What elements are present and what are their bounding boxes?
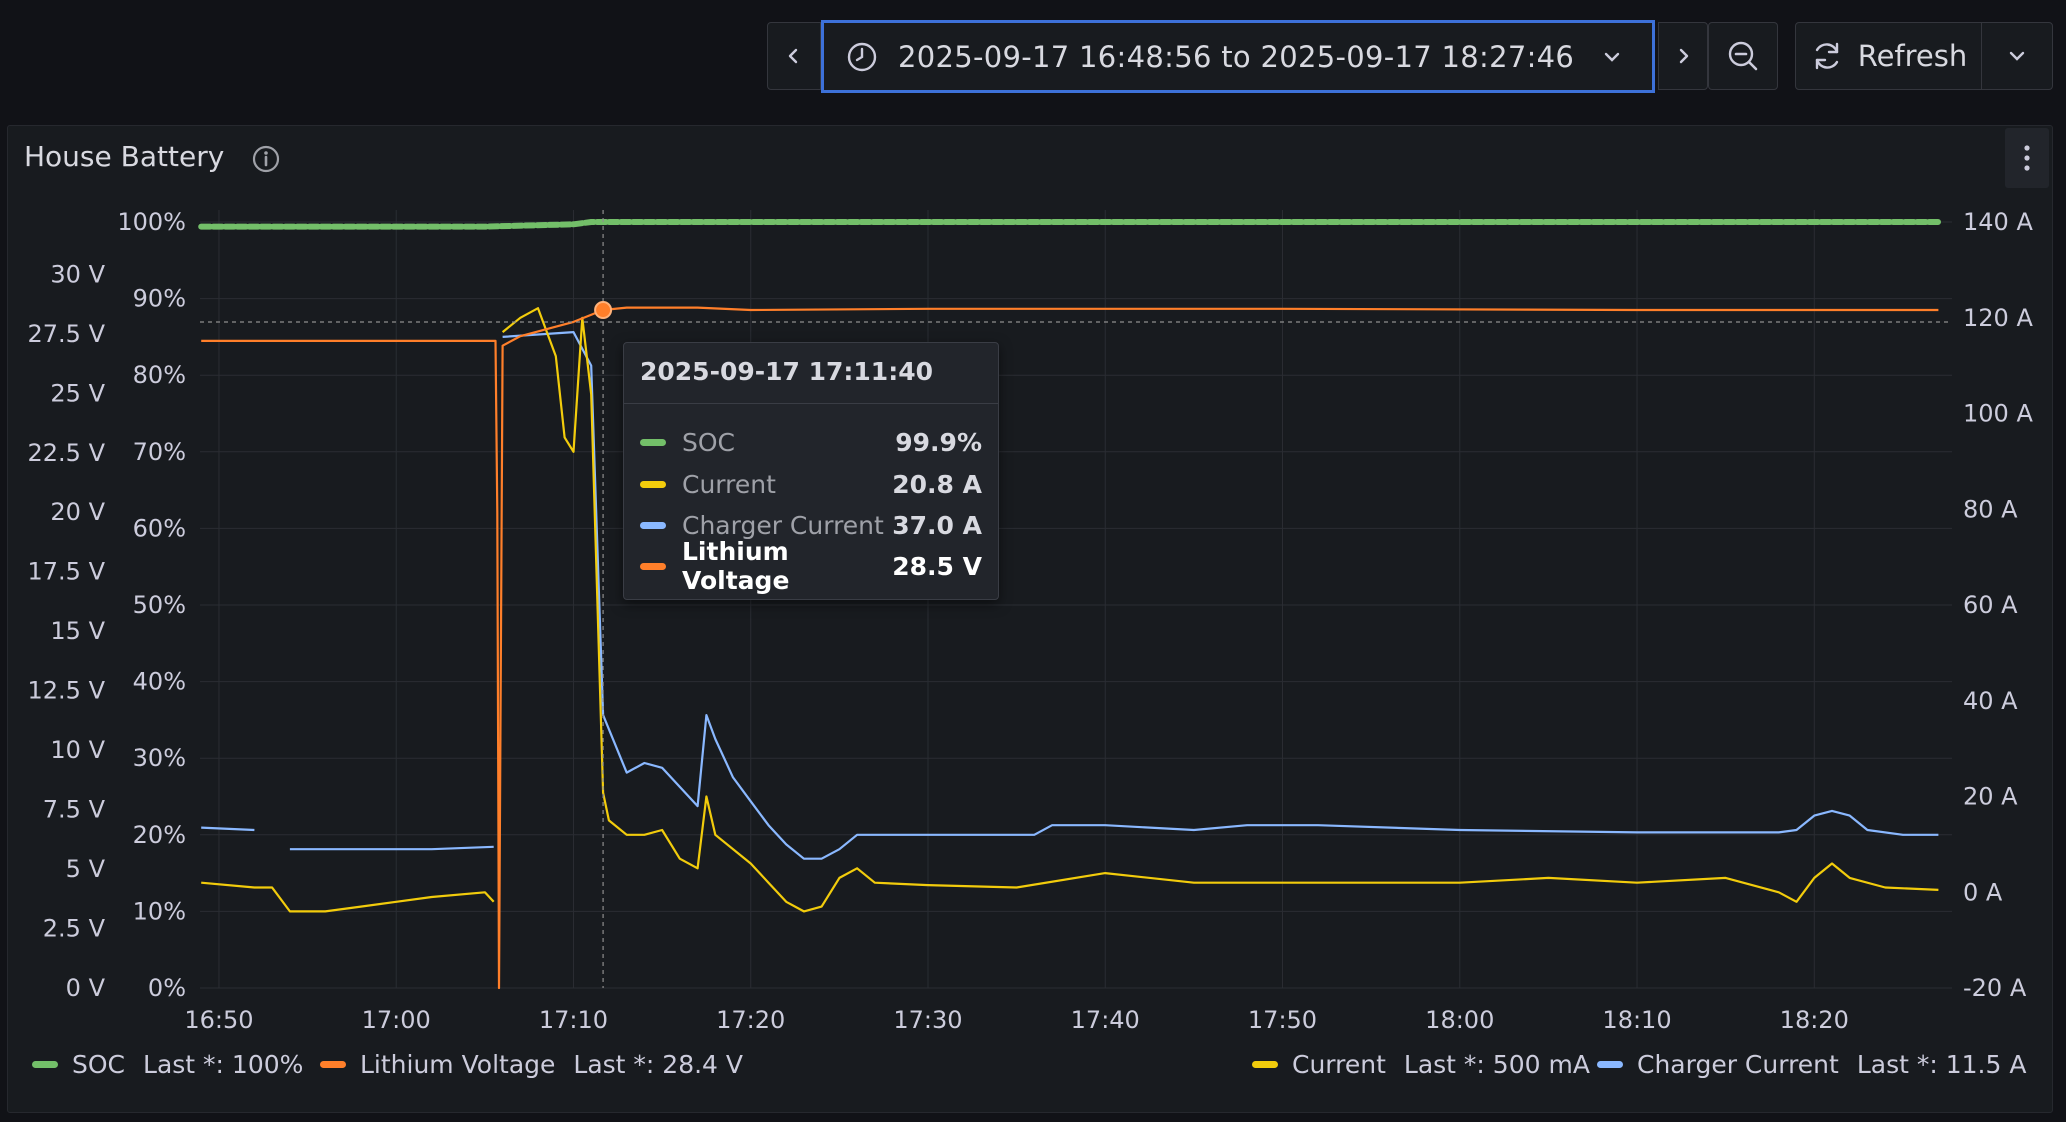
x-tick-label: 16:50 (184, 1006, 253, 1034)
x-tick-label: 18:10 (1602, 1006, 1671, 1034)
legend-last: Last *: 28.4 V (573, 1050, 743, 1079)
percent-tick-label: 100% (117, 208, 186, 236)
tooltip-value: 99.9% (895, 427, 982, 457)
percent-tick-label: 60% (133, 514, 186, 542)
voltage-tick-label: 17.5 V (28, 558, 106, 586)
voltage-tick-label: 12.5 V (28, 677, 106, 705)
current-tick-label: 40 A (1963, 687, 2018, 715)
chevron-right-icon (1679, 48, 1689, 64)
previous-range-button[interactable] (767, 22, 821, 90)
tooltip-row-lithium-voltage: Lithium Voltage 28.5 V (640, 537, 982, 595)
series-line-charger-current (201, 331, 1939, 860)
voltage-tick-label: 2.5 V (43, 915, 106, 943)
tooltip-label: Charger Current (682, 510, 884, 540)
clock-icon (847, 42, 877, 71)
x-tick-label: 17:20 (716, 1006, 785, 1034)
tooltip-row-soc: SOC 99.9% (640, 425, 982, 459)
current-tick-label: 80 A (1963, 495, 2018, 523)
tooltip-label: Lithium Voltage (682, 537, 790, 595)
x-tick-label: 18:20 (1780, 1006, 1849, 1034)
voltage-tick-label: 5 V (66, 855, 106, 883)
x-tick-label: 18:00 (1425, 1006, 1494, 1034)
tooltip-label: Current (682, 469, 776, 499)
x-tick-label: 17:50 (1248, 1006, 1317, 1034)
legend-name: SOC (72, 1050, 126, 1079)
legend-name: Current (1292, 1050, 1386, 1079)
zoom-out-button[interactable] (1708, 22, 1778, 90)
x-tick-label: 17:40 (1071, 1006, 1140, 1034)
hover-point (594, 301, 613, 320)
percent-tick-label: 40% (133, 668, 186, 696)
chevron-down-icon (2009, 51, 2025, 61)
refresh-icon (1815, 42, 1838, 70)
x-tick-label: 17:00 (362, 1006, 431, 1034)
series-line-soc (198, 219, 1942, 230)
zoom-out-icon (1728, 41, 1758, 71)
percent-tick-label: 90% (133, 285, 186, 313)
next-range-button[interactable] (1658, 22, 1708, 90)
tooltip: 2025-09-17 17:11:40 SOC 99.9% Current 20.8… (623, 342, 999, 600)
refresh-button[interactable]: Refresh (1795, 22, 1982, 90)
voltage-tick-label: 0 V (66, 974, 106, 1002)
x-tick-label: 17:30 (893, 1006, 962, 1034)
time-range-picker[interactable]: 2025-09-17 16:48:56 to 2025-09-17 18:27:… (821, 20, 1655, 93)
refresh-label: Refresh (1857, 39, 1968, 73)
series-line-current (201, 307, 1939, 913)
voltage-tick-label: 7.5 V (43, 796, 106, 824)
current-tick-label: 100 A (1963, 400, 2033, 428)
percent-tick-label: 20% (133, 821, 186, 849)
tooltip-row-current: Current 20.8 A (640, 467, 982, 501)
percent-tick-label: 70% (133, 438, 186, 466)
legend-item-lithium-voltage[interactable]: Lithium Voltage Last *: 28.4 V (320, 1050, 743, 1079)
more-vertical-icon (2024, 145, 2030, 171)
panel-title: House Battery (24, 140, 225, 173)
current-tick-label: 120 A (1963, 304, 2033, 332)
x-tick-label: 17:10 (539, 1006, 608, 1034)
panel-menu-button[interactable] (2005, 128, 2049, 188)
tooltip-time: 2025-09-17 17:11:40 (640, 357, 933, 386)
voltage-tick-label: 25 V (50, 379, 105, 407)
voltage-tick-label: 10 V (50, 736, 105, 764)
series-line-lithium-voltage (201, 306, 1939, 990)
voltage-tick-label: 20 V (50, 498, 105, 526)
percent-tick-label: 0% (148, 974, 186, 1002)
tooltip-value: 20.8 A (892, 469, 982, 499)
current-tick-label: 60 A (1963, 591, 2018, 619)
chevron-down-icon (1604, 52, 1620, 62)
percent-tick-label: 30% (133, 744, 186, 772)
tooltip-row-charger-current: Charger Current 37.0 A (640, 508, 982, 542)
current-tick-label: 0 A (1963, 878, 2003, 906)
voltage-tick-label: 27.5 V (28, 320, 106, 348)
legend-item-charger-current[interactable]: Charger Current Last *: 11.5 A (1597, 1050, 2026, 1079)
legend-name: Lithium Voltage (360, 1050, 556, 1079)
legend-last: Last *: 11.5 A (1856, 1050, 2027, 1079)
percent-tick-label: 80% (133, 361, 186, 389)
time-range-text: 2025-09-17 16:48:56 to 2025-09-17 18:27:… (898, 39, 1575, 74)
tooltip-value: 37.0 A (892, 510, 982, 540)
refresh-interval-dropdown[interactable] (1981, 22, 2053, 90)
percent-tick-label: 50% (133, 591, 186, 619)
legend-item-soc[interactable]: SOC Last *: 100% (32, 1050, 303, 1079)
percent-tick-label: 10% (133, 897, 186, 925)
legend-last: Last *: 500 mA (1403, 1050, 1590, 1079)
current-tick-label: 140 A (1963, 208, 2033, 236)
voltage-tick-label: 30 V (50, 260, 105, 288)
chart-panel (7, 125, 2053, 1113)
tooltip-label: SOC (682, 427, 736, 457)
current-tick-label: 20 A (1963, 783, 2018, 811)
current-tick-label: -20 A (1963, 974, 2027, 1002)
tooltip-value: 28.5 V (892, 551, 982, 581)
chevron-left-icon (788, 48, 798, 64)
legend-last: Last *: 100% (143, 1050, 304, 1079)
voltage-tick-label: 22.5 V (28, 439, 106, 467)
voltage-tick-label: 15 V (50, 617, 105, 645)
legend-name: Charger Current (1637, 1050, 1839, 1079)
info-icon[interactable] (250, 143, 282, 175)
legend-item-current[interactable]: Current Last *: 500 mA (1252, 1050, 1590, 1079)
